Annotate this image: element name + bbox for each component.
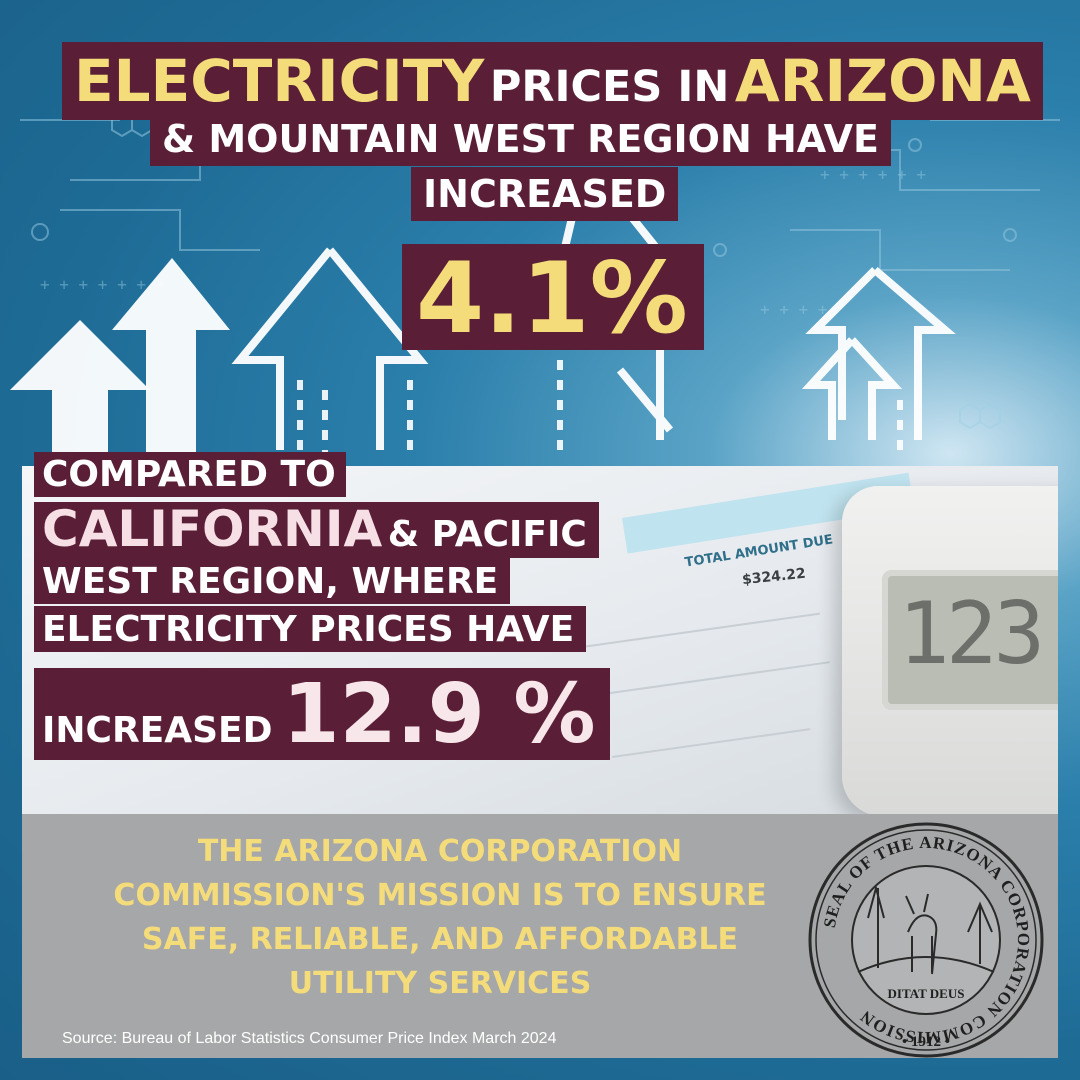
svg-text:+ + + +: + + + +	[760, 300, 827, 319]
comparison-california: CALIFORNIA	[42, 500, 383, 558]
headline-word-arizona: ARIZONA	[734, 47, 1031, 115]
mission-line: THE ARIZONA CORPORATION	[197, 834, 683, 869]
bill-amount-value: $324.22	[741, 565, 807, 589]
seal-year: • 1912 •	[902, 1034, 950, 1050]
headline-line-1: ELECTRICITY PRICES IN ARIZONA	[62, 42, 1043, 120]
headline-prices-in: PRICES IN	[489, 62, 730, 112]
bill-rule	[612, 728, 811, 758]
headline-word-electricity: ELECTRICITY	[74, 47, 485, 115]
comparison-line-5: INCREASED 12.9 %	[34, 668, 610, 760]
source-citation: Source: Bureau of Labor Statistics Consu…	[62, 1030, 557, 1047]
headline-line-3: INCREASED	[411, 167, 679, 221]
mission-line: UTILITY SERVICES	[288, 966, 592, 1001]
mission-line: SAFE, RELIABLE, AND AFFORDABLE	[141, 922, 739, 957]
comparison-line-3: WEST REGION, WHERE	[34, 558, 511, 604]
svg-text:+ + + + + +: + + + + + +	[820, 165, 926, 184]
arizona-percent-increase: 4.1%	[402, 244, 704, 350]
california-percent-increase: 12.9 %	[282, 667, 596, 762]
bill-rule	[582, 612, 820, 648]
comparison-increased: INCREASED	[42, 710, 273, 751]
mission-line: COMMISSION'S MISSION IS TO ENSURE	[113, 878, 767, 913]
comparison-pacific: & PACIFIC	[387, 514, 587, 555]
seal-motto: DITAT DEUS	[888, 986, 965, 1001]
comparison-line-4: ELECTRICITY PRICES HAVE	[34, 606, 587, 652]
meter-screen: 123	[882, 570, 1058, 710]
comparison-line-1: COMPARED TO	[34, 452, 346, 497]
svg-text:+ + + + + + +: + + + + + + +	[40, 275, 165, 294]
headline-line-2: & MOUNTAIN WEST REGION HAVE	[150, 112, 891, 166]
electric-meter-device: 123	[842, 486, 1058, 814]
meter-digits: 123	[898, 584, 1045, 684]
bill-rule	[582, 661, 830, 698]
acc-seal-logo: SEAL OF THE ARIZONA CORPORATION COMMISSI…	[808, 822, 1044, 1058]
comparison-line-2: CALIFORNIA & PACIFIC	[34, 502, 599, 558]
mission-statement: THE ARIZONA CORPORATION COMMISSION'S MIS…	[60, 830, 820, 1006]
